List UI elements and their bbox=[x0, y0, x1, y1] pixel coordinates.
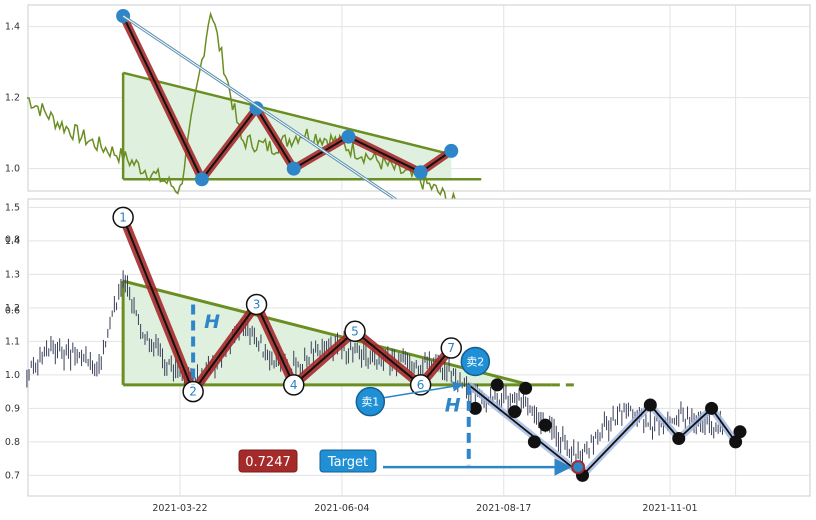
detail-y-tick-label: 0.8 bbox=[5, 437, 20, 448]
target-value-box bbox=[238, 449, 298, 473]
detail-sell-arrow bbox=[384, 381, 464, 399]
detail-pattern-point-label: 2 bbox=[189, 385, 197, 399]
detail-y-tick-label: 0.7 bbox=[5, 470, 20, 481]
detail-pattern-point-label: 4 bbox=[290, 378, 298, 392]
detail-pivot-marker bbox=[508, 405, 522, 419]
detail-pattern-point bbox=[440, 337, 462, 359]
detail-pattern-point bbox=[409, 374, 432, 396]
detail-pattern-point-label: 7 bbox=[447, 341, 455, 355]
detail-pivot-marker bbox=[643, 398, 657, 412]
detail-pivot-marker bbox=[733, 425, 747, 439]
detail-y-tick-label: 1.1 bbox=[5, 336, 20, 347]
detail-pattern-point bbox=[283, 374, 305, 396]
overview-y-tick-label: 1.0 bbox=[5, 164, 20, 175]
overview-pattern-point bbox=[286, 161, 301, 176]
detail-x-tick-label: 2021-11-01 bbox=[642, 503, 697, 514]
target-label: Target bbox=[327, 455, 368, 470]
detail-pivot-marker bbox=[490, 378, 504, 392]
detail-pattern-point bbox=[182, 380, 204, 403]
detail-height-label: H bbox=[445, 395, 461, 417]
detail-y-tick-label: 1.5 bbox=[5, 202, 20, 213]
detail-pattern-point-label: 3 bbox=[253, 298, 261, 312]
detail-pattern-point-label: 5 bbox=[351, 324, 359, 338]
detail-y-tick-label: 1.4 bbox=[5, 236, 20, 247]
detail-pivot-marker bbox=[527, 435, 541, 449]
detail-pivot-marker bbox=[729, 435, 743, 449]
detail-pivot-marker bbox=[538, 418, 552, 432]
detail-sell-marker bbox=[460, 346, 491, 377]
detail-y-tick-label: 0.9 bbox=[5, 403, 20, 414]
overview-y-tick-label: 0.8 bbox=[5, 235, 20, 246]
overview-y-tick-label: 1.4 bbox=[5, 22, 20, 33]
detail-pattern-point bbox=[245, 293, 268, 316]
detail-pivot-marker bbox=[468, 401, 482, 415]
detail-pattern-point-label: 6 bbox=[417, 378, 425, 392]
detail-triangle-fill bbox=[123, 281, 552, 385]
overview-pattern-point bbox=[341, 129, 356, 144]
detail-x-tick-label: 2021-03-22 bbox=[152, 503, 207, 514]
detail-height-markers: HH bbox=[191, 304, 471, 466]
detail-x-axis: 2021-03-22 2021-06-04 2021-08-17 2021-11-01 bbox=[152, 503, 697, 514]
overview-pattern-point bbox=[194, 172, 209, 187]
detail-pivot-marker bbox=[519, 381, 533, 395]
target-value-label: 0.7247 bbox=[245, 455, 291, 470]
overview-resistance-line bbox=[122, 71, 452, 156]
overview-y-tick-label: 1.2 bbox=[5, 93, 20, 104]
detail-pattern-point bbox=[112, 206, 134, 229]
overview-pattern-point bbox=[444, 143, 459, 158]
detail-sell-markers: 卖1 卖2 bbox=[355, 346, 491, 417]
overview-y-tick-label: 0.6 bbox=[5, 306, 20, 317]
detail-pattern: 1 2 3 4 5 6 7 bbox=[112, 206, 462, 403]
overview-y-axis: 0.6 0.8 1.0 1.2 1.4 bbox=[5, 22, 20, 317]
detail-x-tick-label: 2021-08-17 bbox=[476, 503, 531, 514]
detail-y-tick-label: 1.2 bbox=[5, 303, 20, 314]
detail-pattern-point-label: 1 bbox=[119, 210, 127, 224]
overview-pattern bbox=[116, 9, 459, 187]
target-label-box bbox=[319, 449, 377, 473]
detail-height-label: H bbox=[204, 311, 220, 333]
detail-sell-marker bbox=[355, 386, 386, 417]
detail-pattern-point bbox=[344, 320, 366, 343]
detail-pivot-marker bbox=[705, 401, 719, 415]
detail-target-point bbox=[571, 460, 586, 475]
detail-x-tick-label: 2021-06-04 bbox=[314, 503, 369, 514]
detail-y-tick-label: 1.0 bbox=[5, 370, 20, 381]
detail-sell-label: 卖2 bbox=[466, 355, 484, 368]
detail-sell-label: 卖1 bbox=[361, 396, 379, 409]
overview-pattern-point bbox=[413, 165, 428, 180]
detail-y-tick-label: 1.3 bbox=[5, 269, 20, 280]
detail-pivot-marker bbox=[672, 432, 686, 445]
target-annotation: 0.7247 Target bbox=[238, 449, 572, 476]
detail-y-axis: 0.7 0.8 0.9 1.0 1.1 1.2 1.3 1.4 1.5 bbox=[5, 202, 20, 481]
